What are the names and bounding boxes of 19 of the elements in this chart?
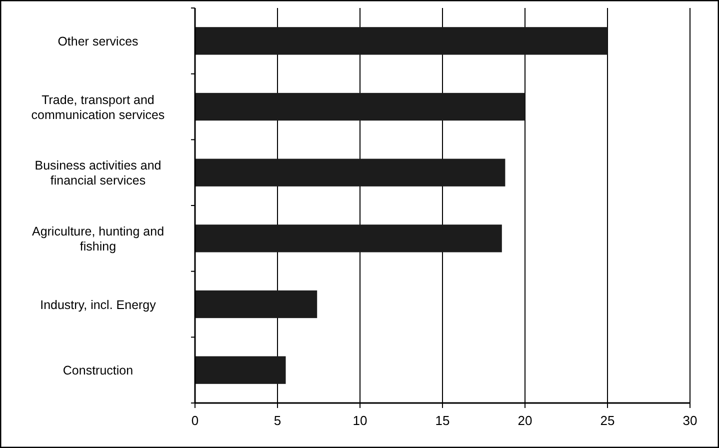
y-tick-label: Industry, incl. Energy [40, 298, 157, 312]
y-tick-label: Agriculture, hunting and fishing [32, 224, 164, 254]
bar [195, 92, 525, 121]
bar [195, 290, 318, 318]
x-tick-label: 5 [274, 413, 282, 428]
x-tick-label: 10 [352, 413, 368, 428]
x-tick-label: 25 [600, 413, 615, 428]
y-tick-label: Construction [62, 364, 134, 378]
bar [195, 158, 506, 186]
y-tick-label: Other services [58, 34, 138, 48]
y-tick-label: Business activities and financial services [34, 158, 162, 188]
bar [195, 356, 286, 384]
bar [195, 224, 502, 252]
x-tick-label: 15 [435, 413, 450, 428]
x-tick-label: 0 [191, 413, 199, 428]
y-tick-label: Trade, transport and communication services [31, 92, 165, 122]
x-tick-label: 30 [682, 413, 698, 428]
bar [195, 27, 608, 55]
x-tick-label: 20 [518, 413, 532, 428]
